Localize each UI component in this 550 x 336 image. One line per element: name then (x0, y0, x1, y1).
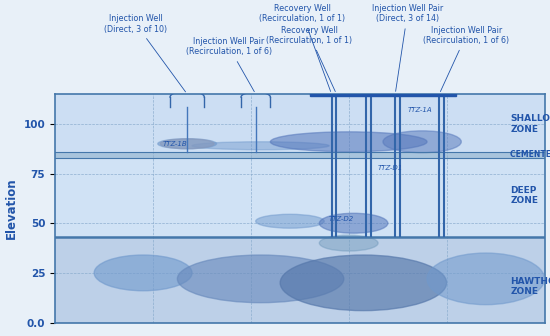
Ellipse shape (160, 139, 214, 149)
Ellipse shape (94, 255, 192, 291)
Text: SHALLOW
ZONE: SHALLOW ZONE (510, 114, 550, 134)
Bar (55, 94, 544, 152)
Text: TTZ-1A: TTZ-1A (408, 107, 432, 113)
Text: Injection Well Pair
(Recirculation, 1 of 6): Injection Well Pair (Recirculation, 1 of… (186, 37, 272, 92)
Text: CEMENTED SAND LAYER: CEMENTED SAND LAYER (510, 150, 550, 159)
Ellipse shape (192, 142, 329, 150)
Text: Recovery Well
(Recirculation, 1 of 1): Recovery Well (Recirculation, 1 of 1) (267, 26, 353, 91)
Text: Injection Well
(Direct, 3 of 10): Injection Well (Direct, 3 of 10) (104, 14, 185, 92)
Text: HAWTHORN
ZONE: HAWTHORN ZONE (510, 277, 550, 296)
Ellipse shape (427, 253, 544, 305)
Text: TTZ-D2: TTZ-D2 (329, 216, 354, 222)
Bar (55, 94, 544, 152)
Text: Injection Well Pair
(Recirculation, 1 of 6): Injection Well Pair (Recirculation, 1 of… (423, 26, 509, 91)
Bar (55, 152, 544, 158)
Ellipse shape (256, 214, 324, 228)
Bar (55, 158, 544, 237)
Text: DEEP
ZONE: DEEP ZONE (510, 186, 538, 205)
Text: TTZ-1B: TTZ-1B (163, 141, 187, 147)
Bar (310, 91, 456, 96)
Ellipse shape (271, 132, 427, 152)
Ellipse shape (280, 255, 447, 311)
Ellipse shape (383, 131, 461, 153)
Ellipse shape (320, 213, 388, 233)
Bar (55, 237, 544, 323)
Ellipse shape (178, 255, 344, 303)
Ellipse shape (158, 139, 217, 149)
Text: Injection Well Pair
(Direct, 3 of 14): Injection Well Pair (Direct, 3 of 14) (372, 4, 443, 91)
Ellipse shape (320, 235, 378, 251)
Text: Recovery Well
(Recirculation, 1 of 1): Recovery Well (Recirculation, 1 of 1) (259, 4, 345, 91)
Text: TTZ-D1: TTZ-D1 (378, 165, 403, 171)
Y-axis label: Elevation: Elevation (5, 177, 18, 239)
